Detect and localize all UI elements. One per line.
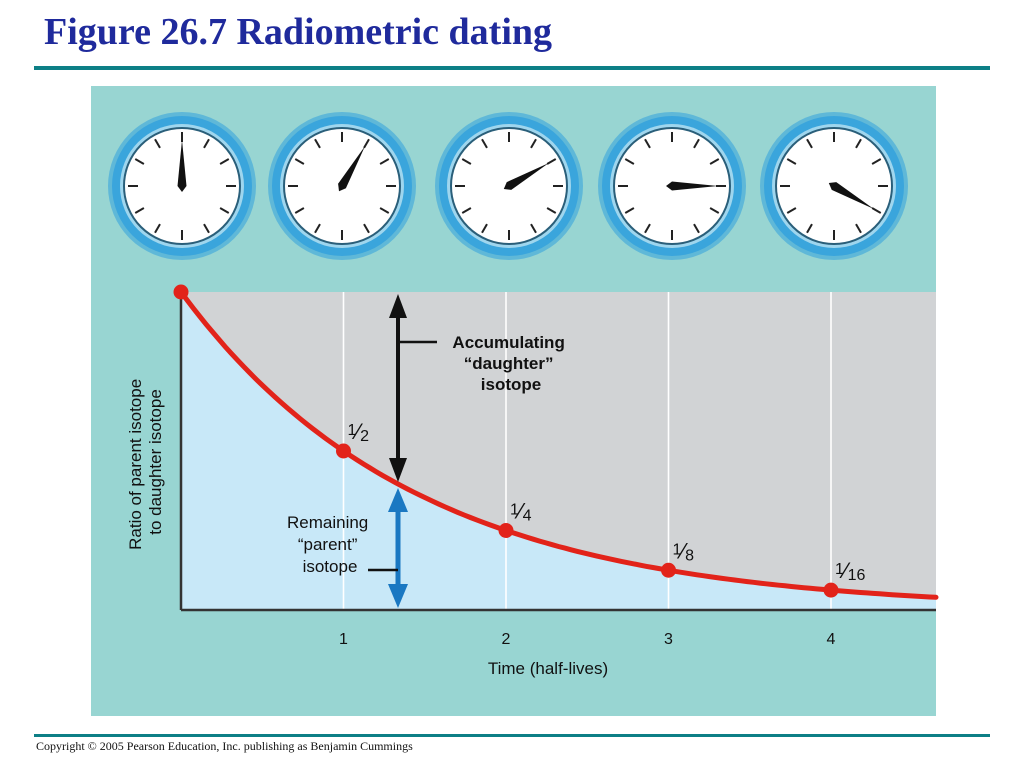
fraction-label: 1⁄16 [835, 558, 865, 584]
x-tick-label: 4 [827, 631, 836, 648]
x-tick-label: 3 [664, 631, 673, 648]
x-tick-labels: 1 2 3 4 [339, 631, 836, 648]
y-axis-label-line-2: to daughter isotope [146, 389, 165, 535]
accumulating-label-line-3: isotope [481, 375, 541, 394]
remaining-label-line-3: isotope [303, 557, 358, 576]
remaining-label-line-1: Remaining [287, 513, 368, 532]
clock-icon [598, 112, 746, 260]
decay-curve [178, 289, 939, 600]
y-axis-label-line-1: Ratio of parent isotope [126, 379, 145, 550]
x-tick-label: 2 [502, 631, 511, 648]
data-points [173, 284, 839, 598]
accumulating-daughter-arrow [389, 294, 437, 482]
clock-icon [268, 112, 416, 260]
clock-icon [760, 112, 908, 260]
clock-icon [435, 112, 583, 260]
page-title: Figure 26.7 Radiometric dating [44, 11, 553, 53]
copyright-text: Copyright © 2005 Pearson Education, Inc.… [36, 739, 413, 753]
data-point [823, 582, 839, 598]
clock-icon [108, 112, 256, 260]
data-point [661, 562, 676, 578]
x-axis-label: Time (half-lives) [488, 659, 608, 678]
data-point [173, 284, 189, 300]
y-axis-label: Ratio of parent isotope to daughter isot… [126, 374, 165, 550]
remaining-parent-arrow [368, 487, 408, 608]
accumulating-label-line-2: “daughter” [464, 354, 554, 373]
data-point [336, 443, 351, 459]
remaining-label-line-2: “parent” [298, 535, 358, 554]
footer-divider [34, 734, 990, 737]
clock-row [108, 112, 908, 260]
x-tick-label: 1 [339, 631, 348, 648]
data-point [498, 523, 514, 538]
title-divider [34, 66, 990, 70]
accumulating-label: Accumulating “daughter” isotope [452, 333, 569, 394]
accumulating-label-line-1: Accumulating [452, 333, 564, 352]
remaining-parent-region [181, 292, 936, 610]
remaining-label: Remaining “parent” isotope [287, 513, 373, 576]
fraction-labels: 1⁄21⁄41⁄81⁄16 [348, 419, 866, 584]
